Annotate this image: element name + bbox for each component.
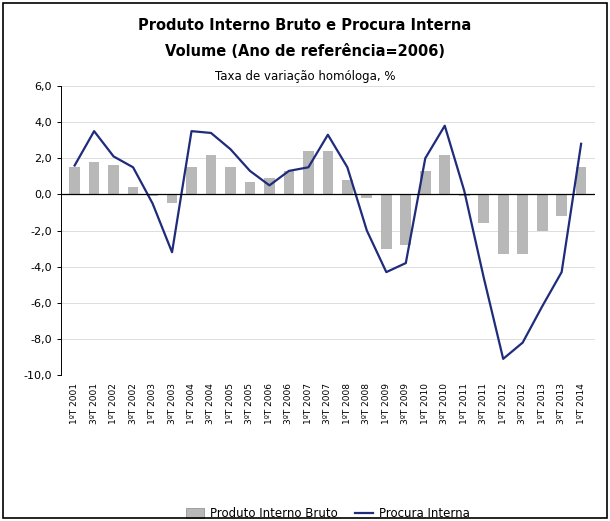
Bar (89, 162, 99, 194)
Bar (556, 194, 567, 216)
Bar (186, 167, 197, 194)
Bar (323, 151, 333, 194)
Bar (517, 194, 528, 254)
Bar (498, 194, 509, 254)
Bar (167, 194, 178, 203)
Text: Produto Interno Bruto e Procura Interna: Produto Interno Bruto e Procura Interna (138, 18, 472, 33)
Bar (576, 167, 586, 194)
Bar (420, 171, 431, 194)
Bar (459, 194, 470, 196)
Bar (206, 155, 217, 194)
Bar (362, 194, 372, 198)
Bar (108, 166, 119, 194)
Bar (303, 151, 314, 194)
Bar (537, 194, 548, 230)
Bar (127, 187, 138, 194)
Bar (147, 194, 158, 196)
Text: Volume (Ano de referência=2006): Volume (Ano de referência=2006) (165, 44, 445, 59)
Bar (245, 182, 256, 194)
Bar (478, 194, 489, 224)
Bar (400, 194, 411, 245)
Legend: Produto Interno Bruto, Procura Interna: Produto Interno Bruto, Procura Interna (181, 502, 475, 521)
Bar (264, 178, 274, 194)
Bar (70, 167, 80, 194)
Bar (342, 180, 353, 194)
Bar (225, 167, 236, 194)
Bar (381, 194, 392, 249)
Text: Taxa de variação homóloga, %: Taxa de variação homóloga, % (215, 70, 395, 83)
Bar (284, 171, 294, 194)
Bar (439, 155, 450, 194)
